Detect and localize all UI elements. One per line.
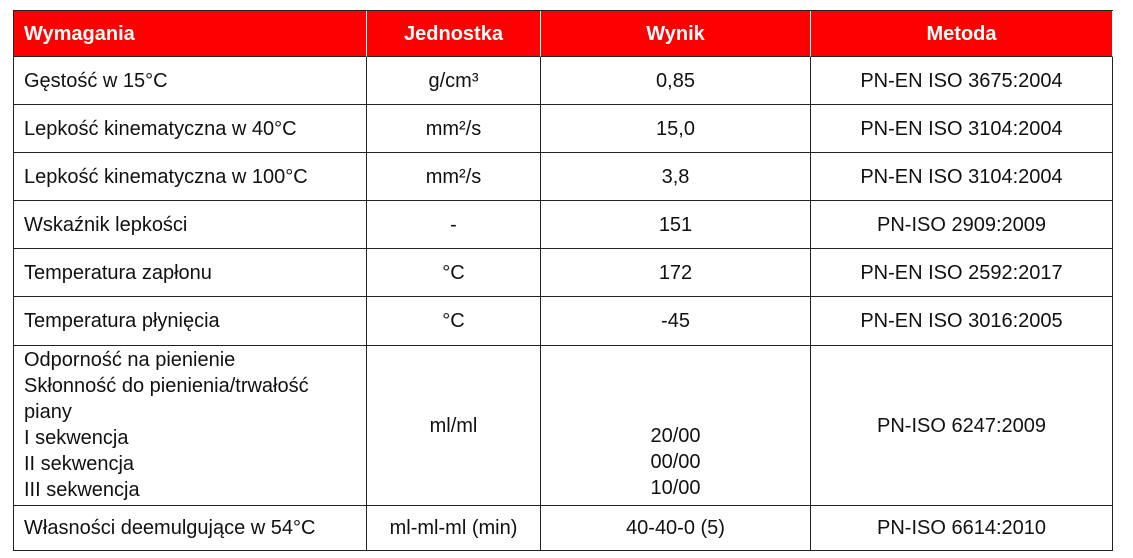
requirement-line: Skłonność do pienienia/trwałość bbox=[24, 375, 309, 397]
unit-cell: °C bbox=[367, 297, 541, 346]
unit-cell: ml/ml bbox=[367, 346, 541, 506]
method-cell: PN-ISO 6247:2009 bbox=[811, 346, 1113, 506]
requirement-line: I sekwencja bbox=[24, 427, 129, 449]
method-cell: PN-EN ISO 3104:2004 bbox=[811, 105, 1113, 153]
result-line: 10/00 bbox=[650, 477, 701, 499]
result-cell: 20/00 00/00 10/00 bbox=[541, 346, 811, 506]
requirement-line: Odporność na pienienie bbox=[24, 349, 236, 371]
requirement-cell: Temperatura zapłonu bbox=[14, 249, 367, 297]
header-cell: Jednostka bbox=[367, 11, 541, 57]
result-cell: 172 bbox=[541, 249, 811, 297]
result-line: 00/00 bbox=[650, 451, 701, 473]
method-cell: PN-EN ISO 3675:2004 bbox=[811, 57, 1113, 105]
requirement-cell: Temperatura płynięcia bbox=[14, 297, 367, 346]
result-cell: 40-40-0 (5) bbox=[541, 506, 811, 551]
result-cell: -45 bbox=[541, 297, 811, 346]
unit-cell: - bbox=[367, 201, 541, 249]
unit-cell: °C bbox=[367, 249, 541, 297]
requirement-cell: Odporność na pienienie Skłonność do pieni… bbox=[14, 346, 367, 506]
unit-cell: g/cm³ bbox=[367, 57, 541, 105]
unit-cell: mm²/s bbox=[367, 153, 541, 201]
unit-cell: ml-ml-ml (min) bbox=[367, 506, 541, 551]
method-cell: PN-EN ISO 3104:2004 bbox=[811, 153, 1113, 201]
header-cell: Wynik bbox=[541, 11, 811, 57]
requirement-cell: Wskaźnik lepkości bbox=[14, 201, 367, 249]
requirement-cell: Lepkość kinematyczna w 40°C bbox=[14, 105, 367, 153]
unit-cell: mm²/s bbox=[367, 105, 541, 153]
result-cell: 151 bbox=[541, 201, 811, 249]
requirement-cell: Lepkość kinematyczna w 100°C bbox=[14, 153, 367, 201]
result-cell: 0,85 bbox=[541, 57, 811, 105]
method-cell: PN-ISO 6614:2010 bbox=[811, 506, 1113, 551]
result-cell: 3,8 bbox=[541, 153, 811, 201]
header-cell: Metoda bbox=[811, 11, 1113, 57]
requirement-line: piany bbox=[24, 401, 72, 423]
header-cell: Wymagania bbox=[14, 11, 367, 57]
requirement-line: II sekwencja bbox=[24, 453, 135, 475]
requirement-cell: Własności deemulgujące w 54°C bbox=[14, 506, 367, 551]
requirement-line: III sekwencja bbox=[24, 479, 140, 501]
requirement-cell: Gęstość w 15°C bbox=[14, 57, 367, 105]
result-cell: 15,0 bbox=[541, 105, 811, 153]
method-cell: PN-EN ISO 3016:2005 bbox=[811, 297, 1113, 346]
result-line: 20/00 bbox=[650, 425, 701, 447]
method-cell: PN-ISO 2909:2009 bbox=[811, 201, 1113, 249]
method-cell: PN-EN ISO 2592:2017 bbox=[811, 249, 1113, 297]
table: Wymagania Jednostka Wynik Metoda Gęstość w 1… bbox=[13, 10, 1113, 551]
